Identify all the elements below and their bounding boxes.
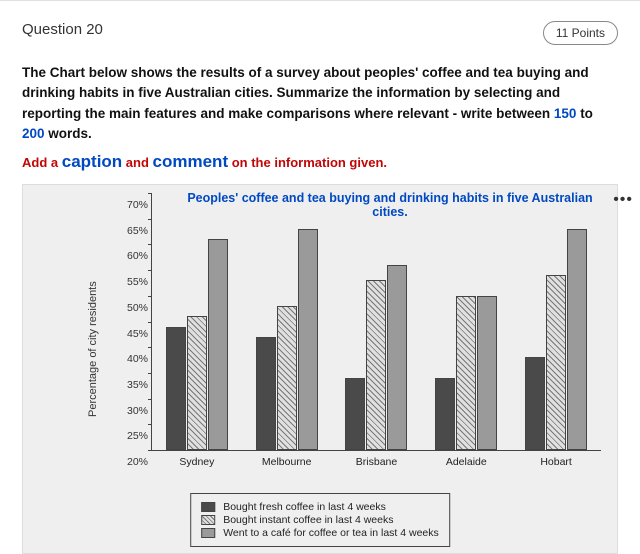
y-tick: 70% [110,199,148,211]
y-tick: 35% [110,379,148,391]
y-tick: 65% [110,225,148,237]
legend-label: Bought fresh coffee in last 4 weeks [223,501,386,513]
bar-instant [456,296,476,450]
more-options-icon[interactable]: ••• [613,191,633,209]
bar-group: Hobart [511,193,601,450]
y-axis-label: Percentage of city residents [87,225,99,473]
bar-instant [546,275,566,450]
bar-instant [366,280,386,450]
bar-cafe [298,229,318,450]
bar-fresh [525,357,545,450]
bar-cafe [387,265,407,450]
points-badge: 11 Points [543,21,618,45]
instruction-text: The Chart below shows the results of a s… [22,63,618,144]
bar-group: Sydney [152,193,242,450]
max-words: 200 [22,126,45,141]
y-tick: 50% [110,302,148,314]
y-tick: 30% [110,405,148,417]
legend-label: Went to a café for coffee or tea in last… [223,527,439,539]
y-tick: 55% [110,276,148,288]
bar-cafe [477,296,497,450]
legend-row: Went to a café for coffee or tea in last… [201,527,439,539]
legend-row: Bought instant coffee in last 4 weeks [201,514,439,526]
bar-fresh [435,378,455,450]
chart-container: ••• Peoples' coffee and tea buying and d… [22,184,618,554]
y-tick: 40% [110,353,148,365]
city-label: Adelaide [421,456,511,468]
legend-swatch [201,502,215,512]
bar-instant [277,306,297,450]
legend-row: Bought fresh coffee in last 4 weeks [201,501,439,513]
y-tick: 60% [110,250,148,262]
legend-swatch [201,528,215,538]
cap-comment: comment [153,152,229,171]
y-tick: 20% [110,456,148,468]
question-header: Question 20 11 Points [22,21,618,45]
instruction-pre: The Chart below shows the results of a s… [22,65,589,121]
min-words: 150 [554,106,577,121]
bar-group: Brisbane [332,193,422,450]
cap-caption: caption [62,152,122,171]
bar-groups: SydneyMelbourneBrisbaneAdelaideHobart [152,193,601,450]
bar-cafe [208,239,228,450]
bar-fresh [166,327,186,450]
legend-label: Bought instant coffee in last 4 weeks [223,514,393,526]
bar-group: Melbourne [242,193,332,450]
caption-instruction: Add a caption and comment on the informa… [22,152,618,172]
question-title: Question 20 [22,21,103,38]
bar-cafe [567,229,587,450]
y-tick: 25% [110,430,148,442]
instruction-mid: to [576,106,593,121]
cap-p3: on the information given. [228,155,387,170]
cap-p1: Add a [22,155,62,170]
city-label: Melbourne [242,456,332,468]
city-label: Hobart [511,456,601,468]
city-label: Brisbane [332,456,422,468]
chart-legend: Bought fresh coffee in last 4 weeksBough… [190,493,450,547]
bar-instant [187,316,207,450]
legend-swatch [201,515,215,525]
bar-group: Adelaide [421,193,511,450]
bar-fresh [345,378,365,450]
chart-plot-area: SydneyMelbourneBrisbaneAdelaideHobart 70… [151,193,601,451]
instruction-post: words. [45,126,92,141]
bar-fresh [256,337,276,450]
y-tick: 45% [110,328,148,340]
city-label: Sydney [152,456,242,468]
cap-p2: and [122,155,152,170]
